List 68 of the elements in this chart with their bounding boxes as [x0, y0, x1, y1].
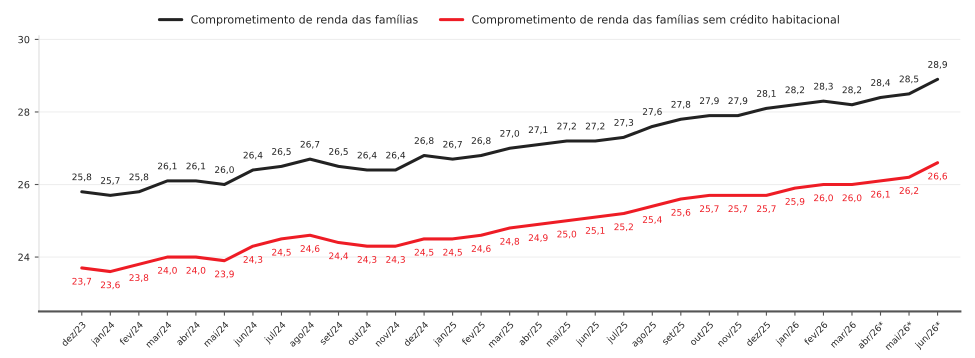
data-label: 25,8: [72, 173, 92, 182]
data-label: 27,0: [500, 130, 520, 138]
data-label: 27,6: [642, 108, 662, 116]
data-label: 24,5: [443, 248, 462, 257]
data-label: 27,9: [728, 97, 748, 106]
data-label: 25,2: [614, 223, 633, 232]
data-label: 25,9: [786, 198, 804, 206]
data-label: 26,4: [358, 152, 377, 160]
y-tick-label: 24: [18, 254, 30, 261]
data-label: 28,2: [842, 86, 862, 94]
data-label: 28,4: [871, 79, 890, 87]
data-label: 25,6: [671, 208, 690, 217]
data-label: 23,6: [100, 281, 120, 290]
data-label: 26,7: [300, 140, 320, 149]
data-label: 26,0: [842, 194, 862, 202]
data-label: 26,8: [414, 137, 434, 145]
data-label: 25,7: [100, 177, 120, 185]
data-label: 24,8: [500, 238, 520, 246]
data-label: 24,5: [272, 248, 291, 257]
data-label: 24,3: [386, 256, 405, 264]
data-label: 26,5: [329, 148, 348, 156]
data-label: 27,3: [614, 119, 634, 127]
data-label: 26,8: [472, 137, 491, 145]
data-label: 23,9: [215, 270, 234, 278]
data-label: 26,0: [814, 194, 833, 202]
data-label: 24,0: [186, 266, 206, 275]
data-label: 26,2: [900, 187, 918, 195]
data-label: 24,4: [329, 252, 348, 260]
data-label: 24,5: [414, 248, 434, 257]
data-label: 25,7: [757, 205, 776, 214]
data-label: 28,5: [900, 76, 918, 84]
legend-label: Comprometimento de renda das famílias: [191, 14, 418, 26]
data-label: 23,8: [129, 274, 148, 282]
y-tick-label: 28: [18, 108, 30, 116]
y-tick-label: 26: [18, 180, 30, 188]
data-label: 25,8: [129, 173, 148, 182]
data-label: 28,9: [928, 61, 947, 69]
data-label: 27,8: [671, 100, 690, 109]
data-label: 25,7: [700, 205, 719, 214]
data-label: 26,1: [871, 190, 890, 199]
data-label: 26,5: [272, 148, 291, 156]
data-label: 23,7: [72, 278, 92, 286]
data-label: 27,1: [528, 126, 548, 134]
legend-label: Comprometimento de renda das famílias sem crédito habitacional: [472, 14, 839, 26]
data-label: 25,1: [586, 227, 604, 235]
data-label: 27,9: [700, 97, 719, 106]
data-label: 28,1: [757, 90, 776, 98]
data-label: 25,0: [557, 230, 576, 238]
data-label: 24,6: [300, 245, 320, 253]
data-label: 24,0: [158, 266, 177, 275]
data-label: 26,4: [386, 152, 406, 160]
data-label: 24,3: [244, 256, 262, 264]
data-label: 24,9: [528, 234, 548, 242]
data-label: 26,6: [928, 172, 948, 180]
data-label: 27,2: [557, 122, 576, 130]
data-label: 26,1: [158, 162, 177, 170]
data-label: 26,1: [186, 162, 206, 170]
data-label: 25,4: [642, 216, 662, 224]
data-label: 25,7: [728, 205, 748, 214]
data-label: 28,3: [814, 82, 833, 91]
data-label: 26,7: [443, 140, 462, 149]
y-tick-label: 30: [18, 36, 30, 44]
data-label: 24,3: [358, 256, 376, 264]
data-label: 26,4: [244, 152, 262, 160]
data-label: 26,0: [215, 166, 234, 174]
data-label: 24,6: [472, 245, 491, 253]
data-label: 27,2: [586, 122, 604, 130]
data-label: 28,2: [786, 86, 804, 94]
